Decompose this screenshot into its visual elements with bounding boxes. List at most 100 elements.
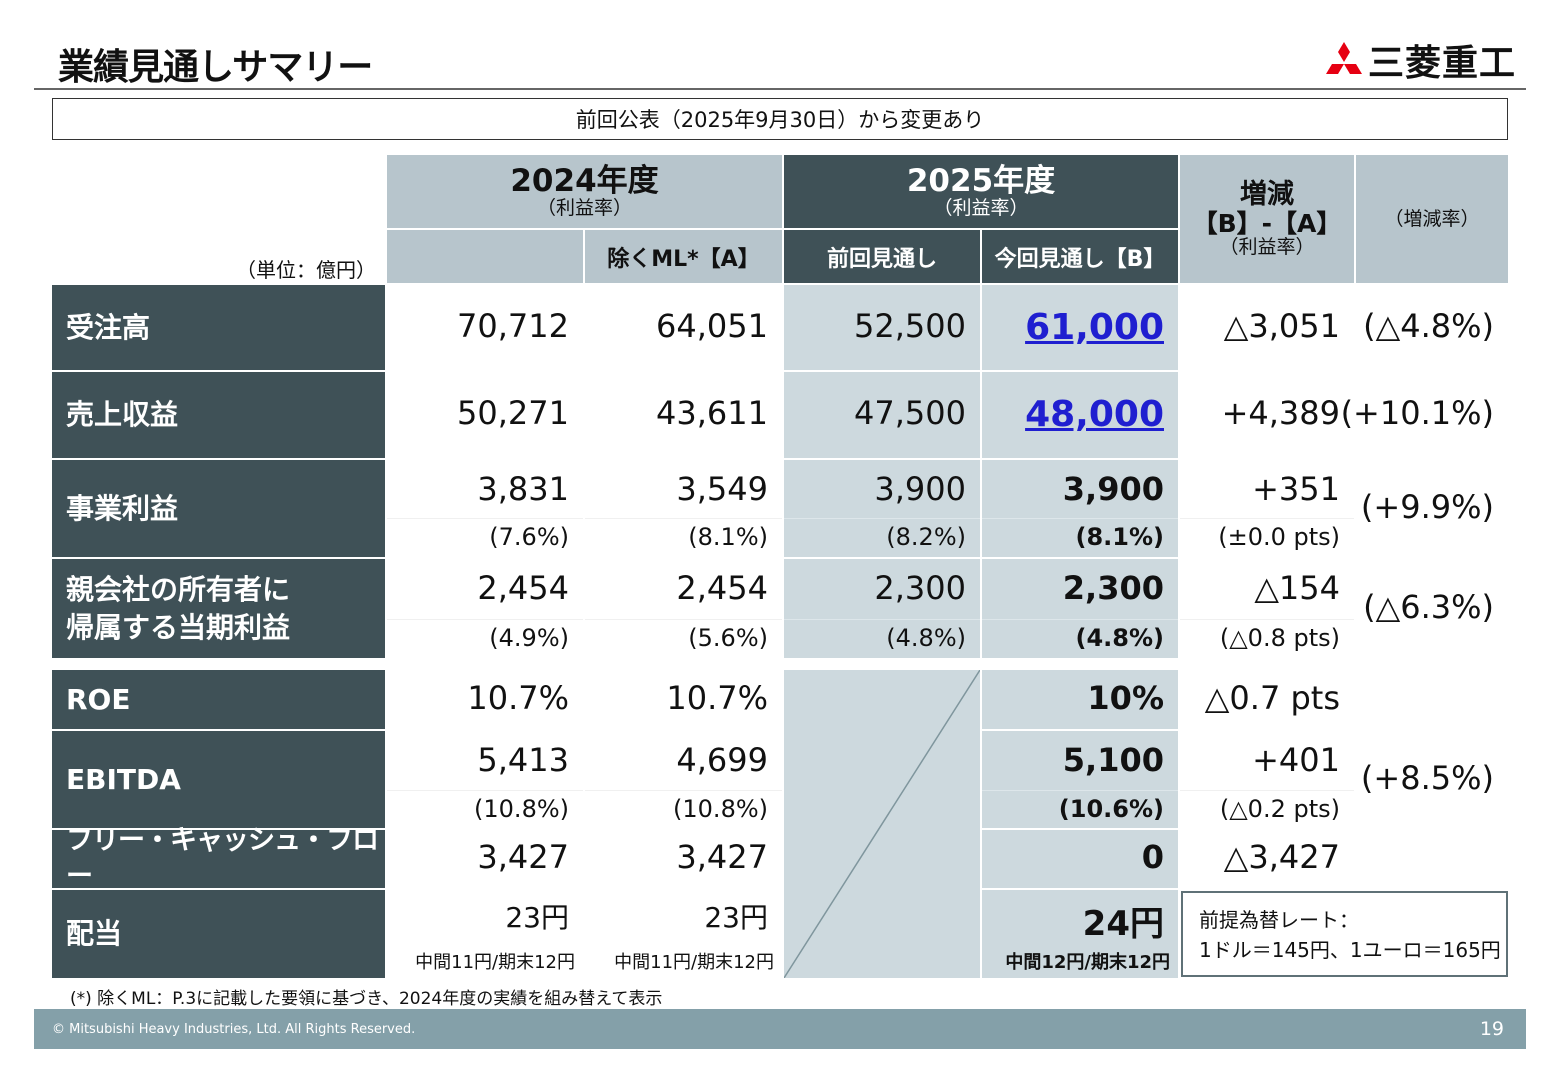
header-rate-label: （増減率） (1384, 207, 1480, 230)
cell-divider (585, 790, 782, 791)
table-cell: +401 (△0.2 pts) (1180, 731, 1354, 828)
cell-subvalue: (4.9%) (489, 624, 569, 652)
not-applicable-diagonal (784, 670, 980, 978)
table-cell: 10.7% (585, 670, 782, 729)
cell-value: 2,300 (874, 569, 966, 607)
header-exml-label: 除くML*【A】 (607, 246, 760, 272)
cell-value: 50,271 (457, 394, 569, 432)
cell-value: 2,454 (477, 569, 569, 607)
cell-divider (585, 619, 782, 620)
cell-value: 64,051 (656, 306, 768, 345)
table-cell: 2,454 (5.6%) (585, 559, 782, 658)
header-fy2025-sub: （利益率） (933, 197, 1029, 220)
copyright: © Mitsubishi Heavy Industries, Ltd. All … (52, 1022, 416, 1037)
table-cell: △154 (△0.8 pts) (1180, 559, 1354, 658)
header-fy2025-curr: 今回見通し【B】 (982, 230, 1178, 283)
table-cell: 3,427 (387, 830, 583, 888)
fx-note-line1: 前提為替レート： (1199, 908, 1359, 932)
table-cell: 2,454 (4.9%) (387, 559, 583, 658)
cell-subvalue: (△0.8 pts) (1219, 624, 1340, 652)
cell-value: 24円 (1082, 904, 1164, 944)
cell-value: 23円 (505, 901, 569, 934)
row-label: ROE (52, 670, 385, 729)
table-cell: 2,300 (4.8%) (784, 559, 980, 658)
cell-value: 3,549 (676, 470, 768, 508)
table-cell: 3,427 (585, 830, 782, 888)
cell-value: 47,500 (854, 394, 966, 432)
cell-value: 4,699 (676, 741, 768, 779)
cell-divider (585, 518, 782, 519)
cell-divider (982, 619, 1178, 620)
cell-subvalue: (7.6%) (489, 523, 569, 551)
cell-value: 10.7% (666, 678, 768, 717)
cell-subvalue: 中間11円/期末12円 (415, 952, 575, 973)
cell-value: 2,454 (676, 569, 768, 607)
table-cell: 24円中間12円/期末12円 (982, 890, 1178, 978)
cell-subvalue: (8.1%) (1075, 523, 1165, 551)
table-cell[interactable]: 48,000 (982, 372, 1178, 458)
cell-value: 3,831 (477, 470, 569, 508)
cell-value: (+10.1%) (1340, 394, 1494, 432)
table-cell: 2,300 (4.8%) (982, 559, 1178, 658)
table-cell: (+8.5%) (1356, 731, 1508, 828)
cell-value: (△6.3%) (1363, 587, 1494, 626)
cell-value: △0.7 pts (1204, 678, 1340, 717)
table-cell: 5,100 (10.6%) (982, 731, 1178, 828)
row-label: フリー・キャッシュ・フロー (52, 825, 385, 892)
cell-value: 5,100 (1062, 741, 1164, 779)
table-cell: 10.7% (387, 670, 583, 729)
table-cell: 3,831 (7.6%) (387, 460, 583, 557)
three-diamonds-icon (1325, 42, 1362, 74)
cell-divider (387, 619, 583, 620)
table-cell: 50,271 (387, 372, 583, 458)
cell-value: (+8.5%) (1360, 758, 1494, 797)
footer-bar: © Mitsubishi Heavy Industries, Ltd. All … (34, 1009, 1526, 1049)
cell-value: 3,427 (477, 838, 569, 876)
cell-value: 2,300 (1062, 569, 1164, 607)
table-cell: (△6.3%) (1356, 559, 1508, 658)
header-fy2025: 2025年度 （利益率） (784, 155, 1178, 228)
fx-note-line2: 1ドル＝145円、1ユーロ＝165円 (1199, 938, 1501, 962)
cell-value: 23円 (704, 901, 768, 934)
header-prev-label: 前回見通し (826, 246, 937, 272)
cell-value: 5,413 (477, 741, 569, 779)
table-cell: 47,500 (784, 372, 980, 458)
cell-value: 48,000 (1025, 394, 1164, 435)
table-cell: 10% (982, 670, 1178, 729)
header-fy2025-prev: 前回見通し (784, 230, 980, 283)
cell-subvalue: 中間12円/期末12円 (1005, 952, 1170, 973)
table-cell: +4,389 (1180, 372, 1354, 458)
cell-value: +401 (1252, 741, 1340, 779)
cell-value: +4,389 (1221, 394, 1340, 432)
header-curr-label: 今回見通し【B】 (994, 246, 1166, 272)
table-cell: 52,500 (784, 285, 980, 370)
footnote: (*) 除くML：P.3に記載した要領に基づき、2024年度の実績を組み替えて表… (70, 989, 663, 1009)
table-cell: 3,900 (8.1%) (982, 460, 1178, 557)
cell-value: △3,427 (1223, 838, 1340, 876)
cell-subvalue: (10.8%) (673, 795, 768, 823)
cell-divider (784, 619, 980, 620)
cell-value: △154 (1254, 569, 1340, 607)
table-cell: 70,712 (387, 285, 583, 370)
cell-value: +351 (1252, 470, 1340, 508)
cell-divider (1180, 518, 1354, 519)
cell-subvalue: 中間11円/期末12円 (614, 952, 774, 973)
header-fy2024-exml: 除くML*【A】 (585, 230, 782, 283)
cell-value: 61,000 (1025, 306, 1164, 348)
cell-divider (982, 518, 1178, 519)
header-diff-formula: 【B】-【A】 (1192, 208, 1342, 238)
page-title: 業績見通しサマリー (58, 47, 373, 88)
row-label: 配当 (52, 890, 385, 978)
cell-subvalue: (10.8%) (474, 795, 569, 823)
table-cell: (△4.8%) (1356, 285, 1508, 370)
cell-value: (△4.8%) (1363, 306, 1494, 345)
header-diff: 増減 【B】-【A】 （利益率） (1180, 155, 1354, 283)
table-cell: 23円中間11円/期末12円 (585, 890, 782, 978)
table-cell: (+9.9%) (1356, 460, 1508, 557)
cell-divider (387, 790, 583, 791)
table-cell: 5,413 (10.8%) (387, 731, 583, 828)
cell-subvalue: (10.6%) (1058, 795, 1164, 823)
table-cell[interactable]: 61,000 (982, 285, 1178, 370)
row-label: EBITDA (52, 731, 385, 828)
